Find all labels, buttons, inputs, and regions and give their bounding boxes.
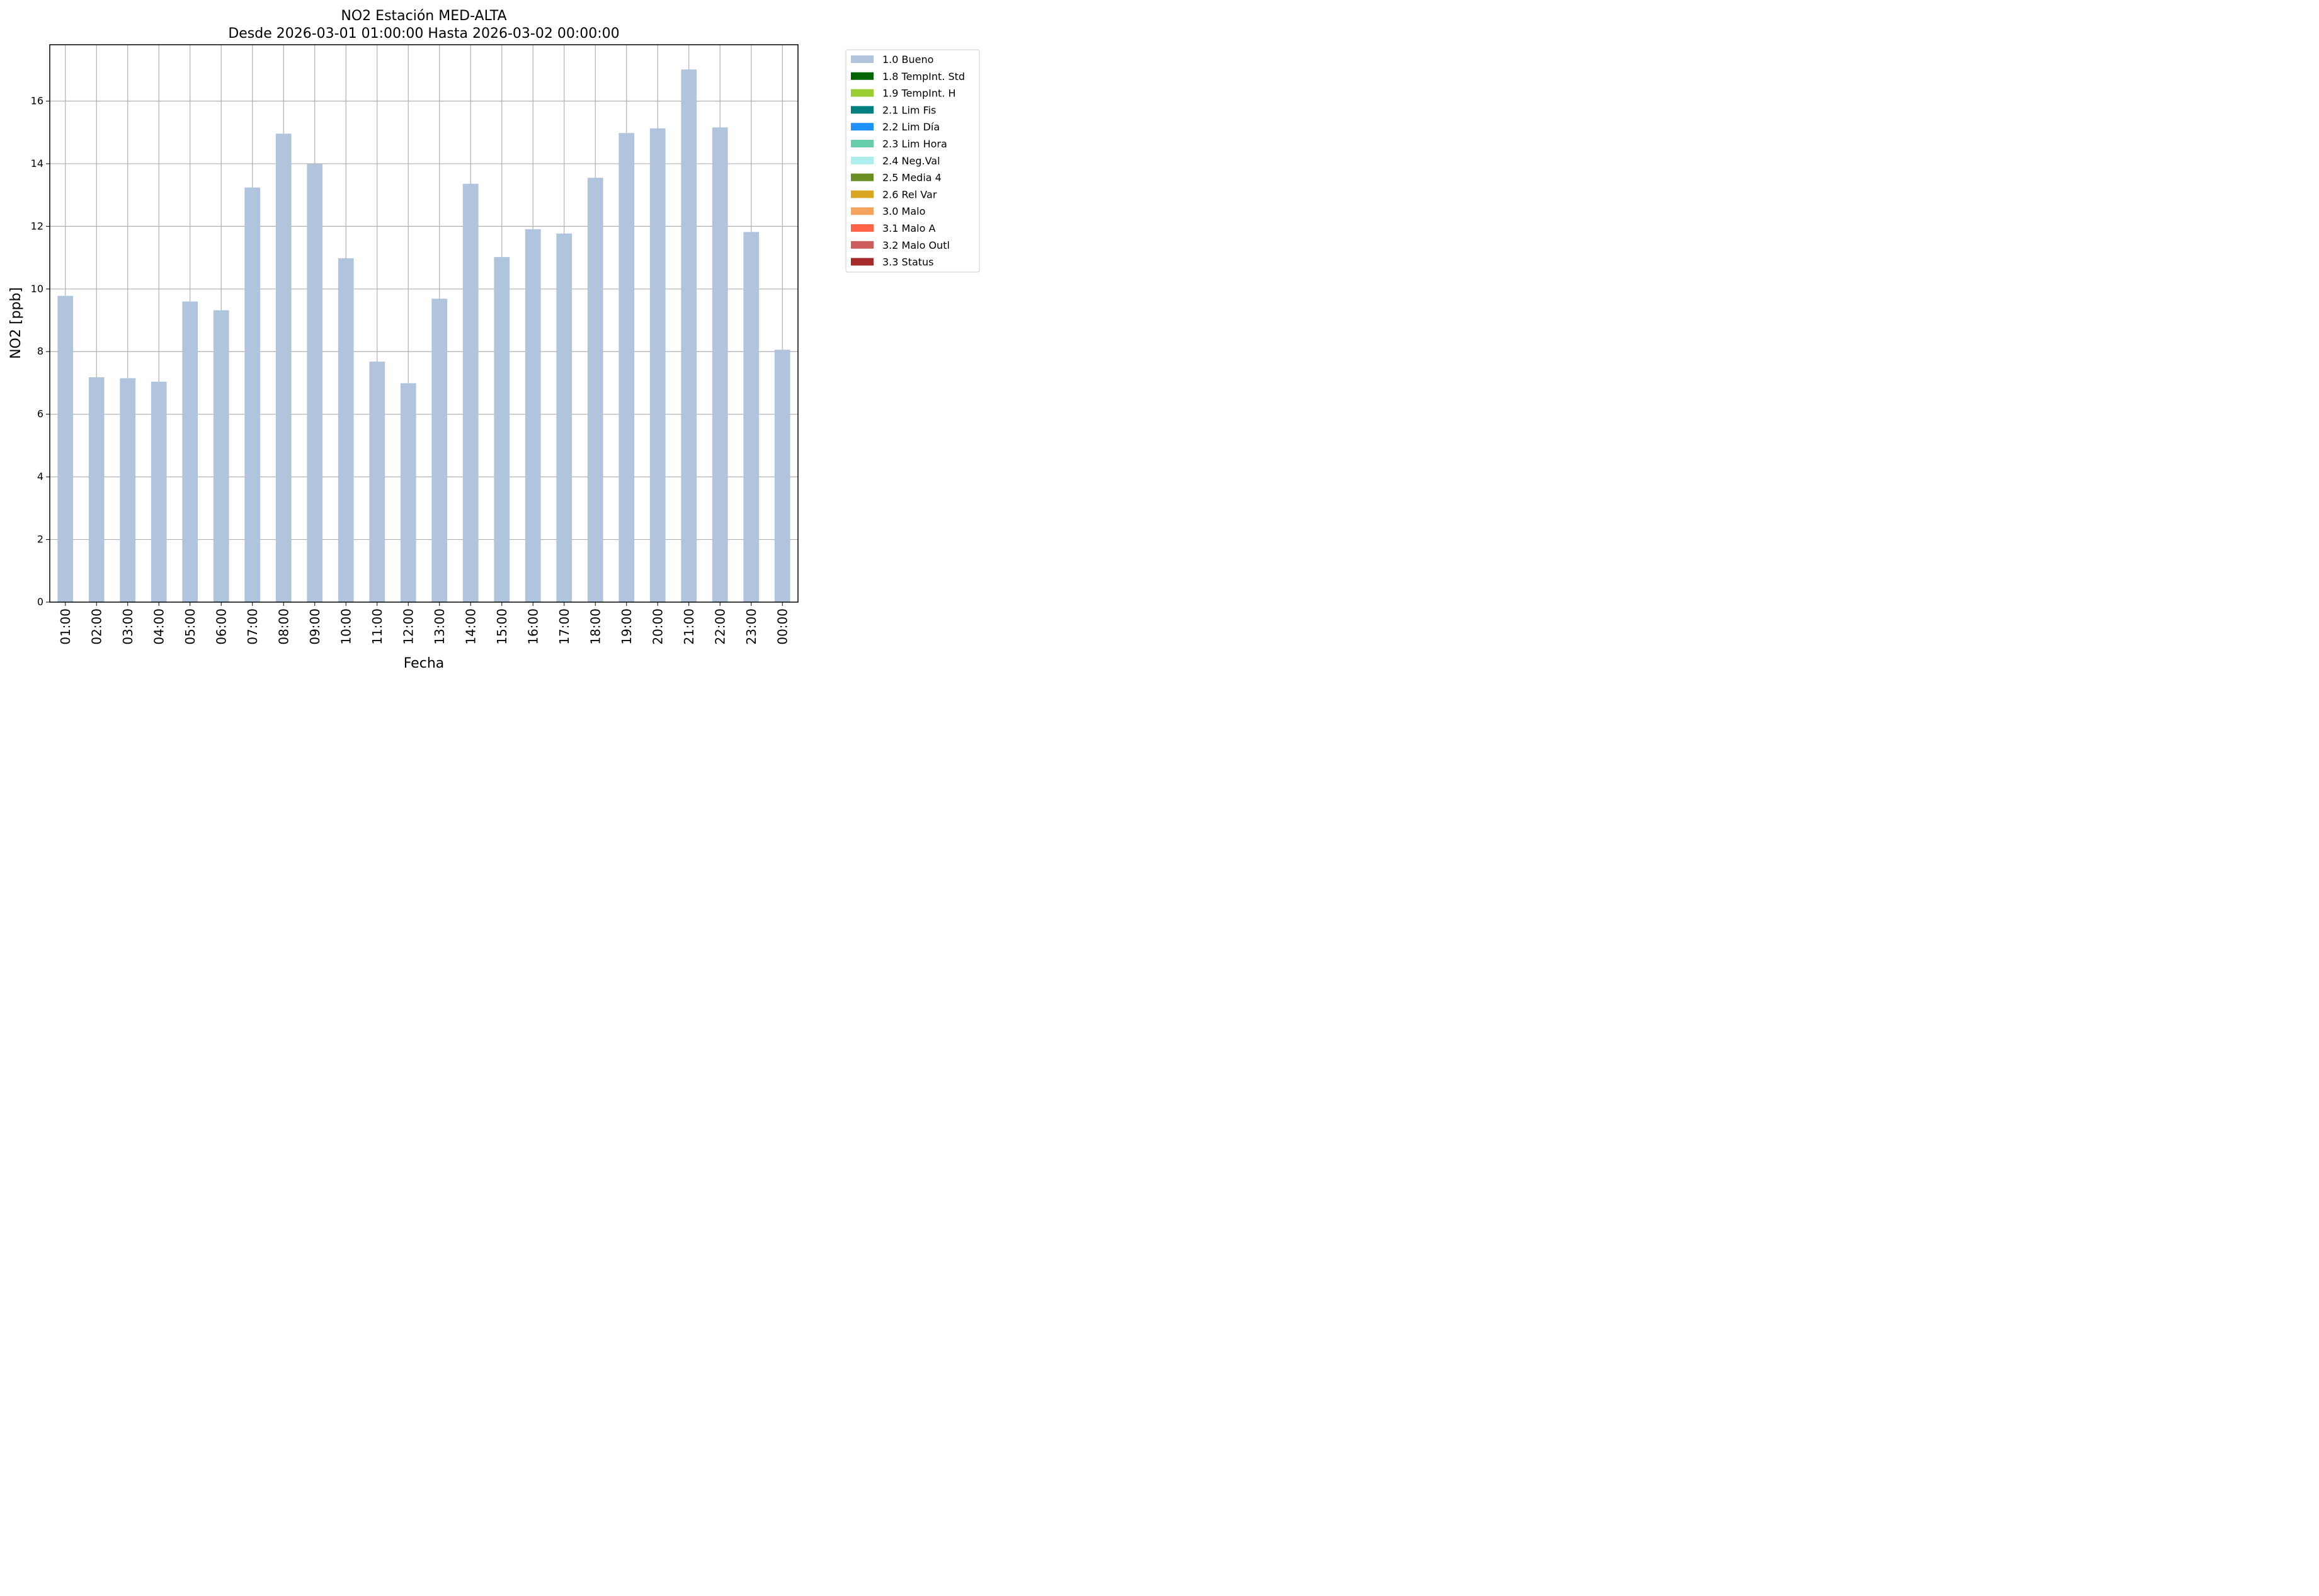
legend: 1.0 Bueno 1.8 TempInt. Std 1.9 TempInt. H 2… (845, 49, 980, 273)
bar-0500 (182, 301, 198, 602)
legend-swatch (851, 72, 874, 80)
legend-swatch (851, 106, 874, 114)
x-tick-label: 07:00 (245, 608, 260, 645)
legend-label: 3.3 Status (882, 256, 934, 268)
x-tick-label: 16:00 (525, 608, 540, 645)
x-tick-label: 01:00 (58, 608, 73, 645)
x-tick-label: 10:00 (338, 608, 353, 645)
x-tick-label: 17:00 (557, 608, 572, 645)
y-tick-label: 14 (31, 157, 43, 169)
x-tick-label: 21:00 (681, 608, 697, 645)
legend-label: 2.6 Rel Var (882, 188, 937, 200)
legend-swatch (851, 241, 874, 249)
legend-label: 2.4 Neg.Val (882, 155, 940, 167)
bar-0200 (88, 377, 105, 602)
legend-label: 2.5 Media 4 (882, 172, 942, 184)
bar-0100 (57, 295, 74, 602)
x-tick-label: 14:00 (463, 608, 478, 645)
legend-label: 2.3 Lim Hora (882, 138, 947, 150)
bar-1100 (369, 362, 385, 602)
plot-frame (49, 44, 799, 603)
x-tick-label: 09:00 (307, 608, 322, 645)
chart-title: NO2 Estación MED-ALTA (341, 8, 506, 24)
legend-label: 3.1 Malo A (882, 222, 935, 234)
bar-0600 (213, 310, 229, 602)
bar-2100 (681, 69, 697, 603)
legend-swatch (851, 224, 874, 232)
legend-swatch (851, 55, 874, 63)
x-tick-label: 23:00 (744, 608, 759, 645)
y-tick-label: 8 (37, 345, 43, 357)
legend-label: 2.1 Lim Fis (882, 104, 936, 116)
x-tick-label: 20:00 (650, 608, 665, 645)
x-axis-label: Fecha (404, 656, 445, 671)
x-tick-label: 08:00 (276, 608, 291, 645)
bar-2200 (712, 127, 728, 602)
bar-1200 (400, 383, 416, 602)
legend-swatch (851, 156, 874, 164)
x-tick-label: 05:00 (183, 608, 198, 645)
legend-label: 1.0 Bueno (882, 54, 933, 66)
bar-1600 (525, 229, 541, 602)
chart-subtitle: Desde 2026-03-01 01:00:00 Hasta 2026-03-… (228, 26, 619, 42)
x-tick-label: 18:00 (588, 608, 603, 645)
y-tick-label: 12 (31, 220, 43, 232)
y-tick-label: 6 (37, 408, 43, 420)
x-tick-label: 12:00 (401, 608, 416, 645)
x-tick-label: 19:00 (619, 608, 634, 645)
y-axis-ticks: 0 2 4 6 8 10 12 14 16 (31, 94, 50, 608)
x-tick-label: 03:00 (120, 608, 135, 645)
bar-0700 (244, 187, 261, 602)
x-tick-label: 02:00 (89, 608, 104, 645)
bar-2300 (743, 232, 760, 603)
legend-label: 1.9 TempInt. H (882, 88, 956, 100)
legend-swatch (851, 173, 874, 181)
legend-label: 3.0 Malo (882, 205, 925, 217)
bar-1700 (556, 233, 573, 603)
x-tick-label: 15:00 (494, 608, 510, 645)
legend-label: 2.2 Lim Día (882, 121, 940, 133)
y-tick-label: 0 (37, 596, 43, 608)
legend-swatch (851, 258, 874, 266)
bar-1400 (462, 183, 479, 602)
bar-0400 (151, 381, 167, 602)
bar-1900 (618, 133, 635, 602)
legend-swatch (851, 140, 874, 147)
x-tick-label: 00:00 (775, 608, 790, 645)
legend-swatch (851, 89, 874, 97)
bar-1500 (494, 257, 510, 602)
bar-1000 (338, 258, 354, 603)
bar-1300 (431, 299, 448, 602)
y-axis-label: NO2 [ppb] (8, 287, 24, 359)
bar-0900 (307, 164, 323, 602)
x-tick-label: 06:00 (214, 608, 229, 645)
x-tick-label: 04:00 (151, 608, 166, 645)
legend-label: 3.2 Malo Outl (882, 239, 950, 251)
y-tick-label: 10 (31, 283, 43, 295)
y-tick-label: 2 (37, 533, 43, 545)
bar-2000 (649, 128, 666, 602)
legend-swatch (851, 207, 874, 215)
x-tick-label: 13:00 (432, 608, 447, 645)
bar-0000 (774, 350, 790, 602)
bar-1800 (587, 178, 603, 603)
y-tick-label: 4 (37, 470, 43, 482)
bar-0800 (275, 134, 292, 602)
x-axis-ticks: 01:00 02:00 03:00 04:00 05:00 06:00 07:00 08:00… (58, 602, 790, 645)
y-tick-label: 16 (31, 94, 43, 106)
bars (57, 69, 790, 603)
x-tick-label: 22:00 (712, 608, 727, 645)
legend-label: 1.8 TempInt. Std (882, 71, 965, 83)
legend-frame (845, 49, 980, 273)
chart: NO2 Estación MED-ALTA Desde 2026-03-01 0… (8, 8, 980, 671)
legend-swatch (851, 190, 874, 198)
legend-swatch (851, 123, 874, 131)
x-tick-label: 11:00 (370, 608, 385, 645)
bar-0300 (120, 378, 136, 602)
